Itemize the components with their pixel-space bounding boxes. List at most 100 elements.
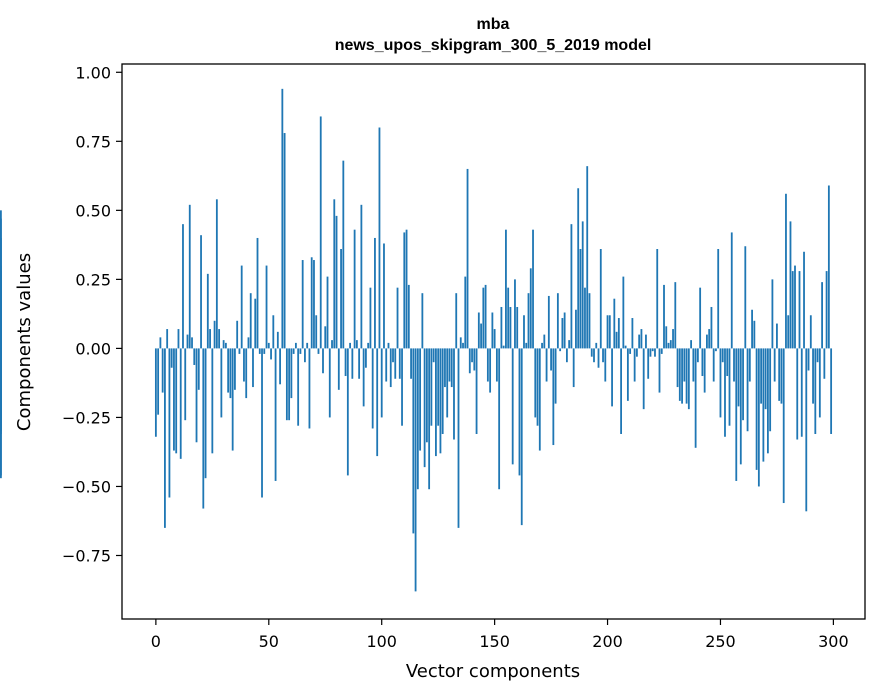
x-tick-label: 300	[818, 632, 849, 651]
bar-139	[468, 348, 471, 374]
bar-180	[561, 318, 564, 349]
bar-229	[672, 329, 674, 349]
x-ticks: 0 50 100 150 200 250 300	[151, 619, 849, 651]
bar-0	[154, 348, 157, 437]
bar-146	[484, 284, 487, 349]
bar-31	[224, 342, 227, 349]
bar-151	[495, 348, 498, 382]
bar-279	[785, 193, 787, 349]
bar-240	[696, 348, 699, 363]
bar-77	[328, 348, 331, 418]
bar-282	[791, 271, 794, 349]
bar-26	[213, 320, 216, 349]
bar-29	[220, 348, 223, 418]
chart-title-line-1: mba	[477, 16, 510, 33]
bar-170	[538, 348, 541, 451]
bar-35	[234, 348, 236, 390]
bar-248	[715, 348, 717, 352]
bar-181	[563, 312, 566, 349]
bar-6	[168, 348, 171, 498]
bar-129	[446, 348, 449, 418]
bar-210	[629, 348, 632, 354]
bar-264	[751, 309, 753, 349]
bar-18	[195, 348, 198, 443]
bar-160	[516, 306, 519, 349]
bar-164	[525, 342, 528, 349]
bar-48	[263, 348, 266, 354]
bar-42	[249, 293, 252, 349]
x-tick-label: 150	[479, 632, 510, 651]
bar-116	[416, 348, 419, 490]
bar-38	[240, 265, 243, 349]
bar-19	[197, 348, 200, 390]
bar-147	[486, 348, 489, 382]
bar-161	[518, 348, 521, 476]
bar-191	[586, 166, 589, 349]
bar-23	[206, 273, 209, 349]
bar-149	[491, 312, 494, 349]
bar-11	[179, 348, 182, 459]
bar-224	[660, 348, 663, 354]
bar-238	[692, 348, 695, 382]
bar-283	[794, 265, 796, 349]
bar-193	[590, 348, 593, 357]
bar-98	[376, 348, 379, 457]
bar-90	[358, 348, 361, 379]
chart-title-line-2: news_upos_skipgram_300_5_2019 model	[335, 37, 652, 54]
x-axis-label: Vector components	[406, 661, 580, 682]
bar-255	[730, 232, 733, 349]
bar-214	[638, 334, 641, 349]
bar-213	[636, 348, 638, 357]
bar-55	[279, 348, 281, 385]
bar-156	[507, 287, 510, 349]
bar-202	[611, 348, 613, 407]
bar-168	[534, 348, 537, 418]
bar-289	[807, 348, 810, 371]
bar-113	[410, 348, 412, 379]
bar-251	[721, 348, 724, 363]
bar-56	[281, 88, 284, 349]
bar-148	[489, 348, 492, 393]
bar-266	[755, 348, 758, 470]
bar-115	[414, 348, 417, 592]
bar-137	[464, 276, 467, 349]
bar-105	[392, 348, 394, 363]
bar-176	[552, 348, 555, 446]
bar-171	[541, 342, 543, 349]
bar-280	[787, 315, 790, 349]
bar-163	[523, 315, 525, 349]
bar-216	[642, 348, 645, 410]
bar-49	[265, 265, 268, 349]
bar-276	[778, 348, 781, 401]
bar-211	[631, 318, 634, 349]
bar-39	[243, 348, 245, 382]
bar-244	[706, 334, 708, 349]
bar-259	[739, 348, 742, 465]
bar-270	[764, 348, 767, 410]
bar-64	[299, 348, 302, 354]
bar-239	[694, 348, 697, 448]
bar-46	[258, 348, 261, 354]
bar-138	[466, 168, 469, 349]
bar-298	[827, 185, 830, 349]
bar-72	[317, 348, 320, 354]
bar-54	[276, 331, 279, 349]
bar-7	[170, 348, 173, 368]
bar-21	[202, 348, 205, 509]
bar-190	[584, 287, 586, 349]
bar-272	[769, 348, 772, 432]
bar-65	[301, 260, 304, 349]
bar-257	[735, 348, 738, 481]
bar-199	[604, 348, 607, 382]
bar-267	[757, 348, 760, 487]
bar-231	[676, 348, 679, 388]
y-tick-label: −0.75	[62, 546, 111, 565]
bar-41	[247, 337, 250, 349]
bar-24	[209, 329, 211, 349]
bar-218	[647, 348, 650, 379]
bar-198	[602, 348, 604, 363]
bar-153	[500, 306, 503, 349]
bar-299	[830, 348, 833, 434]
bar-71	[315, 315, 318, 349]
bar-296	[823, 348, 826, 379]
